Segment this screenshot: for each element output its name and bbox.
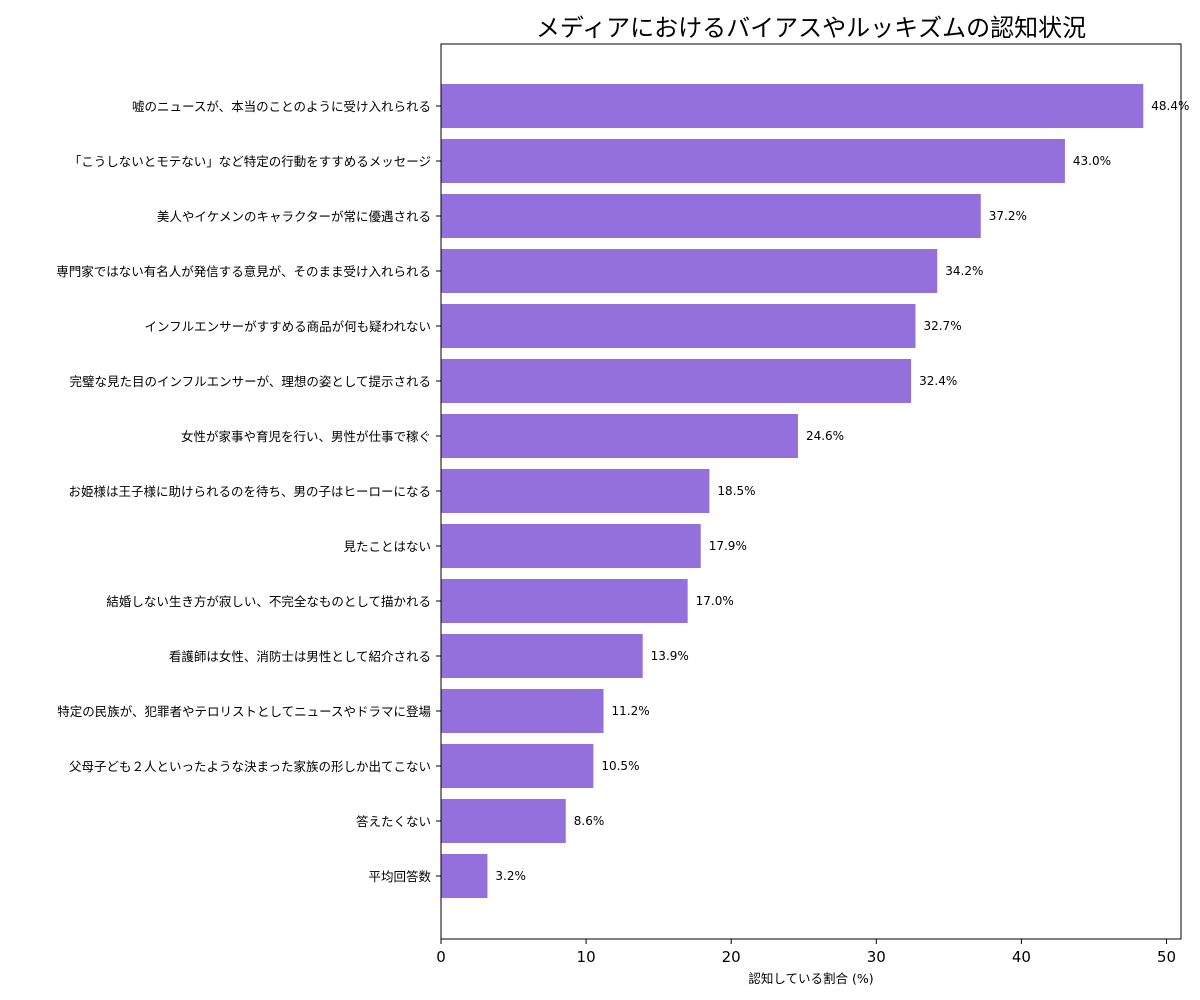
category-label: 女性が家事や育児を行い、男性が仕事で稼ぐ: [181, 429, 431, 444]
value-label: 11.2%: [612, 704, 650, 718]
value-label: 32.4%: [919, 374, 957, 388]
bar: [441, 579, 688, 623]
x-tick-label: 10: [577, 948, 596, 966]
category-label: 特定の民族が、犯罪者やテロリストとしてニュースやドラマに登場: [57, 704, 431, 719]
x-tick-label: 40: [1012, 948, 1031, 966]
x-tick-label: 30: [867, 948, 886, 966]
bar: [441, 359, 912, 403]
category-label: 美人やイケメンのキャラクターが常に優遇される: [157, 209, 431, 224]
bar: [441, 249, 938, 293]
bar: [441, 304, 916, 348]
bar: [441, 799, 566, 843]
category-label: 看護師は女性、消防士は男性として紹介される: [169, 649, 431, 664]
value-label: 43.0%: [1073, 154, 1111, 168]
category-label: 「こうしないとモテない」など特定の行動をすすめるメッセージ: [69, 154, 431, 169]
category-label: お姫様は王子様に助けられるのを待ち、男の子はヒーローになる: [68, 484, 431, 499]
bar: [441, 194, 981, 238]
value-label: 37.2%: [989, 209, 1027, 223]
value-label: 13.9%: [651, 649, 689, 663]
value-label: 10.5%: [601, 759, 639, 773]
category-label: インフルエンサーがすすめる商品が何も疑われない: [144, 319, 431, 334]
x-tick-label: 0: [436, 948, 446, 966]
bar: [441, 139, 1065, 183]
bar: [441, 414, 798, 458]
bar: [441, 689, 604, 733]
value-label: 17.0%: [696, 594, 734, 608]
bar: [441, 469, 710, 513]
x-axis-title: 認知している割合 (%): [748, 971, 873, 986]
bar: [441, 634, 643, 678]
category-label: 答えたくない: [356, 814, 431, 829]
category-label: 嘘のニュースが、本当のことのように受け入れられる: [132, 99, 431, 114]
value-label: 24.6%: [806, 429, 844, 443]
bar: [441, 744, 594, 788]
category-label: 見たことはない: [343, 539, 431, 554]
chart-title: メディアにおけるバイアスやルッキズムの認知状況: [535, 14, 1087, 42]
x-tick-label: 50: [1157, 948, 1176, 966]
value-label: 32.7%: [923, 319, 961, 333]
category-label: 完璧な見た目のインフルエンサーが、理想の姿として提示される: [69, 374, 431, 389]
value-label: 3.2%: [495, 869, 526, 883]
value-label: 17.9%: [709, 539, 747, 553]
value-label: 18.5%: [717, 484, 755, 498]
category-label: 平均回答数: [368, 869, 431, 884]
bar: [441, 84, 1144, 128]
value-label: 34.2%: [945, 264, 983, 278]
category-label: 父母子ども２人といったような決まった家族の形しか出てこない: [69, 759, 431, 774]
bar: [441, 854, 488, 898]
value-label: 48.4%: [1151, 99, 1189, 113]
bar: [441, 524, 701, 568]
x-tick-label: 20: [722, 948, 741, 966]
category-label: 専門家ではない有名人が発信する意見が、そのまま受け入れられる: [56, 264, 431, 279]
value-label: 8.6%: [574, 814, 605, 828]
category-label: 結婚しない生き方が寂しい、不完全なものとして描かれる: [106, 594, 431, 609]
